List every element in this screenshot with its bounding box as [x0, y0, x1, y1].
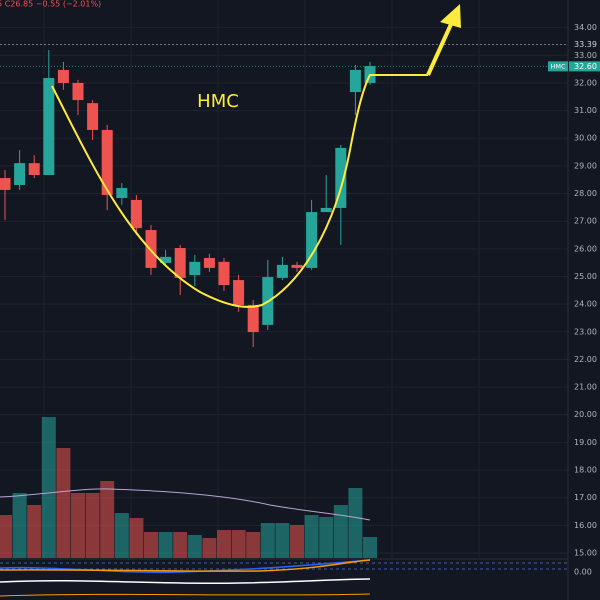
- y-tick-label: 30.00: [574, 134, 597, 143]
- candle-body: [320, 207, 332, 213]
- candle-body: [57, 69, 69, 83]
- price-axis: [567, 0, 600, 600]
- volume-bar: [129, 518, 144, 558]
- high-label: 33.39: [574, 40, 597, 49]
- last-price-bg: [569, 61, 600, 72]
- candle-body: [189, 261, 201, 276]
- cup-curve: [51, 74, 428, 308]
- candle-body: [247, 304, 259, 333]
- volume-bar: [27, 505, 42, 558]
- y-tick-label: 28.00: [574, 189, 597, 198]
- grid-layer: [0, 27, 568, 554]
- candle-body: [160, 256, 172, 263]
- y-tick-label: 24.00: [574, 300, 597, 309]
- y-tick-label: 19.00: [574, 438, 597, 447]
- indicator-line: [0, 593, 371, 597]
- y-tick-label: 23.00: [574, 327, 597, 336]
- candle-body: [87, 103, 99, 130]
- y-tick-label: 21.00: [574, 383, 597, 392]
- candle-body: [203, 257, 215, 268]
- candle-body: [349, 69, 361, 93]
- y-tick-label: 31.00: [574, 106, 597, 115]
- y-tick-label: 15.00: [574, 548, 597, 557]
- high-label-bg: [569, 39, 600, 50]
- volume-bar: [41, 417, 56, 558]
- volume-bar: [333, 505, 348, 558]
- candle-body: [28, 163, 40, 176]
- volume-bar: [12, 493, 27, 558]
- volume-bar: [363, 537, 377, 558]
- y-tick-label: 33.00: [574, 51, 597, 60]
- candle-body: [43, 77, 55, 176]
- indicator-line: [0, 578, 371, 585]
- y-tick-label: 29.00: [574, 161, 597, 170]
- candle-body: [72, 82, 84, 101]
- candle-body: [14, 163, 26, 185]
- volume-ma: [0, 488, 371, 521]
- y-tick-label: 20.00: [574, 410, 597, 419]
- y-tick-label: 32.00: [574, 78, 597, 87]
- y-tick-label: 16.00: [574, 521, 597, 530]
- volume-bar: [173, 532, 188, 558]
- volume-bar: [290, 525, 304, 558]
- candle-body: [101, 129, 113, 195]
- volume-bar: [246, 532, 261, 558]
- indicator-label: 0.00: [574, 568, 592, 577]
- volume-bar: [319, 517, 334, 558]
- volume-bar: [260, 523, 275, 558]
- symbol-label: HMC: [550, 62, 565, 70]
- candle-body: [218, 261, 230, 286]
- volume-bar: [114, 513, 129, 558]
- last-price-label: 32.60: [574, 62, 597, 71]
- y-tick-label: 26.00: [574, 244, 597, 253]
- arrow-shaft: [426, 21, 454, 76]
- volume-bar: [187, 535, 202, 558]
- volume-bar: [202, 538, 217, 558]
- candle-body: [276, 264, 288, 278]
- candle-body: [145, 230, 157, 268]
- indicator-line: [0, 559, 371, 572]
- candle-body: [291, 264, 303, 268]
- volume-layer: [0, 417, 377, 558]
- y-tick-label: 27.00: [574, 217, 597, 226]
- volume-bar: [71, 493, 85, 558]
- candle-body: [0, 178, 11, 190]
- header: 25 C26.85 −0.55 (−2.01%): [0, 0, 101, 9]
- annotation: HMC: [197, 91, 239, 112]
- indicator-line: [0, 559, 371, 574]
- volume-bar: [304, 515, 319, 558]
- candle-body: [306, 212, 318, 268]
- vertical-grid: [43, 0, 480, 558]
- volume-bar: [348, 488, 363, 558]
- y-tick-label: 34.00: [574, 23, 597, 32]
- candle-body: [174, 248, 186, 278]
- volume-bar: [100, 481, 115, 558]
- axis-bg: [568, 0, 600, 600]
- y-tick-label: 25.00: [574, 272, 597, 281]
- y-tick-label: 17.00: [574, 493, 597, 502]
- candle-body: [130, 199, 142, 229]
- volume-bar: [231, 530, 246, 558]
- y-tick-label: 18.00: [574, 466, 597, 475]
- arrow-head: [440, 4, 461, 28]
- candle-body: [335, 147, 347, 208]
- volume-bar: [275, 523, 290, 558]
- volume-bar: [0, 515, 13, 558]
- symbol-tag: [548, 61, 568, 72]
- volume-bar: [217, 530, 231, 558]
- volume-bar: [158, 532, 173, 558]
- indicator-pane: [0, 558, 568, 597]
- volume-bar: [56, 448, 71, 558]
- axis-labels: 15.00 16.00 17.00 18.00 19.00 20.00 21.00 22.00…: [548, 23, 600, 557]
- candle-body: [116, 188, 128, 198]
- y-tick-label: 22.00: [574, 355, 597, 364]
- candle-layer: [0, 50, 376, 348]
- candle-body: [233, 280, 245, 305]
- volume-bar: [144, 532, 158, 558]
- volume-bar: [85, 493, 100, 558]
